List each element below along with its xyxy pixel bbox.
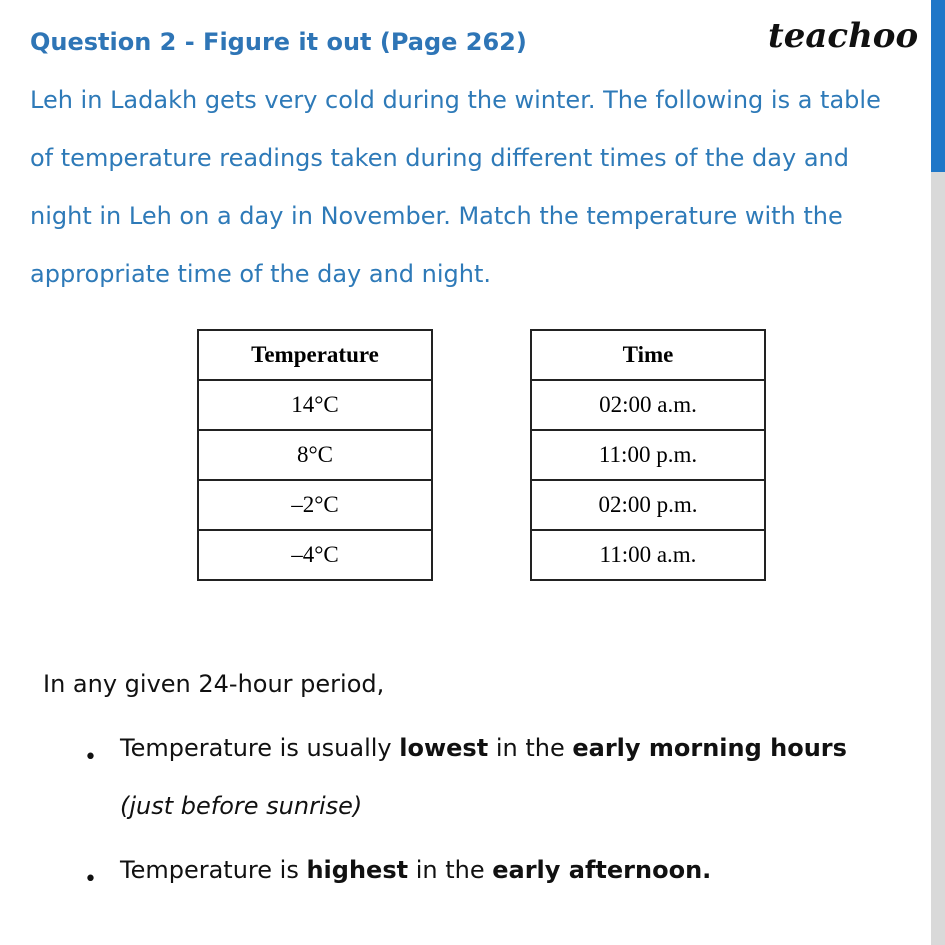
scroll-accent [931,0,945,172]
text-run: in the [408,856,493,884]
text-run: early morning hours [572,734,847,762]
bullet-text: Temperature is usually lowest in the ear… [120,719,847,835]
text-run: in the [488,734,573,762]
table-header: Temperature [197,329,433,381]
bullet-dot: • [84,867,97,892]
table-cell: 02:00 p.m. [530,479,766,531]
text-run: (just before sunrise) [120,792,363,820]
table-cell: 8°C [197,429,433,481]
brand-logo: teachoo [768,16,919,56]
question-line: appropriate time of the day and night. [30,260,492,288]
table-row: 02:00 p.m. [530,479,766,531]
table-header-row: Temperature [197,329,433,381]
table-row: –2°C [197,479,433,531]
table-cell: 11:00 p.m. [530,429,766,481]
match-table: Temperature 14°C 8°C –2°C –4°C [197,329,433,581]
text-run: Temperature is usually [120,734,400,762]
text-run: lowest [399,734,489,762]
text-run: early afternoon. [492,856,712,884]
match-table: Time 02:00 a.m. 11:00 p.m. 02:00 p.m. 11:00 … [530,329,766,581]
question-line: Leh in Ladakh gets very cold during the … [30,86,881,114]
scroll-track [931,172,945,945]
table-row: 14°C [197,379,433,431]
bullet-text: Temperature is highest in the early afte… [120,841,711,899]
table-row: 11:00 p.m. [530,429,766,481]
text-run: Temperature is [120,856,307,884]
table-cell: 14°C [197,379,433,431]
table-header-row: Time [530,329,766,381]
table-cell: 02:00 a.m. [530,379,766,431]
table-row: 02:00 a.m. [530,379,766,431]
bullet-dot: • [84,745,97,770]
table-header: Time [530,329,766,381]
table-row: 8°C [197,429,433,481]
question-line: night in Leh on a day in November. Match… [30,202,843,230]
title: Question 2 - Figure it out (Page 262) [30,28,527,56]
table-cell: 11:00 a.m. [530,529,766,581]
intro-text: In any given 24-hour period, [43,670,385,698]
table-cell: –2°C [197,479,433,531]
text-run: highest [306,856,409,884]
question-line: of temperature readings taken during dif… [30,144,849,172]
table-row: 11:00 a.m. [530,529,766,581]
table-cell: –4°C [197,529,433,581]
table-row: –4°C [197,529,433,581]
